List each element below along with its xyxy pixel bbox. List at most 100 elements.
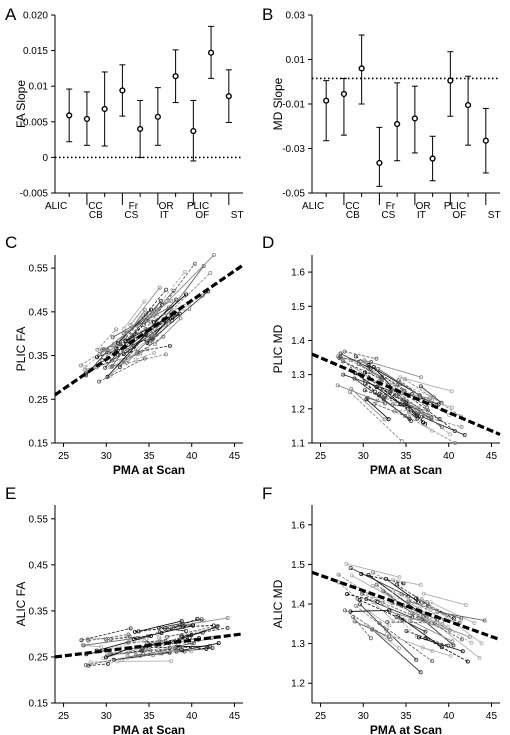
subject-point bbox=[372, 401, 377, 406]
x-tick-label: 45 bbox=[229, 711, 241, 722]
subject-point bbox=[386, 417, 391, 422]
y-tick-label: 0.55 bbox=[29, 514, 49, 525]
subject-trajectory bbox=[98, 358, 145, 383]
subject-point bbox=[373, 389, 378, 394]
subject-trajectory bbox=[128, 640, 166, 643]
y-tick-label: 0.020 bbox=[23, 11, 48, 22]
subject-point bbox=[211, 252, 216, 257]
subject-point bbox=[143, 312, 148, 317]
subject-point bbox=[445, 624, 450, 629]
subject-trajectory bbox=[400, 376, 452, 392]
x-tick-label: 45 bbox=[486, 711, 498, 722]
subject-point bbox=[190, 623, 195, 628]
subject-point bbox=[83, 663, 88, 668]
subject-point bbox=[391, 619, 396, 624]
subject-point bbox=[451, 643, 456, 648]
subject-point bbox=[106, 661, 111, 666]
subject-point bbox=[348, 609, 353, 614]
panel-f: F 1.2 1.3 1.4 1.5 1.6 ALIC MD 25 30 35 40 45 PMA at … bbox=[262, 484, 501, 735]
subject-point bbox=[385, 604, 390, 609]
subject-point bbox=[118, 342, 123, 347]
subject-point bbox=[370, 627, 375, 632]
subject-trajectory bbox=[387, 621, 435, 624]
subject-point bbox=[349, 573, 354, 578]
subject-point bbox=[374, 582, 379, 587]
subject-trajectory bbox=[372, 572, 428, 603]
subject-point bbox=[453, 440, 458, 445]
subject-point bbox=[467, 635, 472, 640]
x-tick-label: 40 bbox=[186, 451, 198, 462]
subject-point bbox=[125, 654, 130, 659]
subject-point bbox=[183, 629, 188, 634]
x-tick-label: 25 bbox=[315, 451, 327, 462]
subject-point bbox=[425, 408, 430, 413]
regression-line bbox=[54, 263, 244, 397]
subject-point bbox=[459, 637, 464, 642]
subject-point bbox=[459, 425, 464, 430]
subject-trajectory bbox=[96, 332, 127, 368]
panel-d: D 1.1 1.2 1.3 1.4 1.5 1.6 PLIC MD 25 30 35 40 45 PMA … bbox=[262, 233, 501, 477]
subject-trajectory bbox=[392, 602, 424, 617]
subject-point bbox=[145, 347, 150, 352]
subject-trajectory bbox=[408, 411, 462, 428]
subject-point bbox=[192, 261, 197, 266]
subject-trajectory bbox=[158, 618, 202, 629]
x-tick-label: OF bbox=[452, 210, 466, 221]
subject-point bbox=[117, 364, 122, 369]
subject-point bbox=[430, 649, 435, 654]
subject-point bbox=[364, 596, 369, 601]
subject-trajectory bbox=[354, 620, 390, 638]
subject-point bbox=[415, 412, 420, 417]
subject-trajectory bbox=[142, 634, 192, 649]
subject-point bbox=[375, 599, 380, 604]
subject-trajectory bbox=[437, 611, 485, 621]
mean-point bbox=[358, 65, 365, 72]
x-tick-label: OR bbox=[416, 201, 431, 212]
subject-trajectory bbox=[418, 636, 463, 652]
subject-point bbox=[377, 391, 382, 396]
subject-point bbox=[189, 632, 194, 637]
subject-point bbox=[124, 360, 129, 365]
subject-point bbox=[419, 596, 424, 601]
y-tick-label: 0.25 bbox=[29, 652, 49, 663]
subject-point bbox=[396, 646, 401, 651]
x-tick-label: ST bbox=[231, 210, 244, 221]
subject-point bbox=[383, 401, 388, 406]
subject-point bbox=[450, 639, 455, 644]
mean-point bbox=[225, 93, 232, 100]
subject-point bbox=[180, 648, 185, 653]
subject-point bbox=[364, 397, 369, 402]
y-tick-label: 1.2 bbox=[291, 404, 305, 415]
subject-trajectory bbox=[97, 329, 117, 351]
mean-point bbox=[137, 125, 144, 133]
subject-trajectory bbox=[337, 355, 367, 365]
subject-trajectory bbox=[406, 630, 449, 647]
subject-trajectory bbox=[136, 336, 164, 355]
x-tick-label: OR bbox=[159, 201, 174, 212]
subject-point bbox=[179, 619, 184, 624]
subject-trajectory bbox=[430, 601, 475, 624]
subject-point bbox=[448, 653, 453, 658]
subject-point bbox=[404, 629, 409, 634]
subject-point bbox=[348, 390, 353, 395]
subject-point bbox=[469, 640, 474, 645]
subject-point bbox=[351, 615, 356, 620]
subject-trajectory bbox=[423, 593, 466, 606]
subject-point bbox=[418, 670, 423, 675]
subject-point bbox=[98, 644, 103, 649]
x-tick-label: OF bbox=[195, 210, 209, 221]
subject-trajectory bbox=[123, 301, 145, 329]
subject-trajectory bbox=[351, 575, 391, 598]
subject-trajectory bbox=[410, 619, 453, 642]
y-tick-label: 0.35 bbox=[29, 606, 49, 617]
subject-point bbox=[357, 598, 362, 603]
x-tick-label: Fr bbox=[386, 201, 396, 212]
subject-point bbox=[178, 316, 183, 321]
subject-point bbox=[405, 599, 410, 604]
subject-point bbox=[152, 320, 157, 325]
subject-point bbox=[397, 618, 402, 623]
subject-trajectory bbox=[155, 272, 211, 327]
subject-point bbox=[150, 653, 155, 658]
x-tick-label: CB bbox=[346, 210, 360, 221]
mean-point bbox=[394, 120, 401, 128]
